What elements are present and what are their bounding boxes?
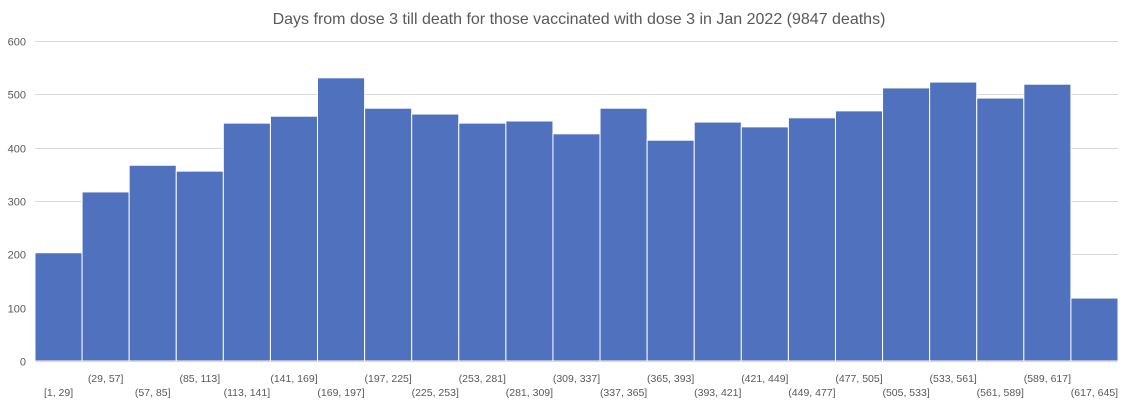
- x-category-label: (113, 141]: [224, 387, 271, 399]
- x-category-label: (589, 617]: [1024, 373, 1071, 385]
- histogram-bar: [175, 170, 224, 362]
- x-category-label: (421, 449]: [741, 373, 788, 385]
- x-category-label: (141, 169]: [270, 373, 317, 385]
- histogram-bar: [34, 252, 83, 362]
- histogram-bar: [740, 126, 789, 362]
- y-tick-label: 300: [8, 197, 26, 209]
- x-category-label: (253, 281]: [459, 373, 506, 385]
- x-category-label: (85, 113]: [179, 373, 220, 385]
- x-category-label: (57, 85]: [135, 387, 171, 399]
- histogram-bar: [269, 115, 319, 362]
- x-category-label: (393, 421]: [694, 387, 741, 399]
- histogram-bar: [364, 107, 413, 362]
- x-category-label: [1, 29]: [44, 387, 73, 399]
- histogram-bar: [976, 97, 1025, 362]
- x-category-label: (309, 337]: [553, 373, 600, 385]
- x-category-label: (449, 477]: [788, 387, 835, 399]
- x-category-label: (533, 561]: [930, 373, 977, 385]
- x-category-label: (617, 645]: [1071, 387, 1118, 399]
- x-category-label: (169, 197]: [317, 387, 364, 399]
- histogram-bar: [411, 113, 460, 362]
- y-tick-label: 400: [8, 144, 26, 156]
- histogram-bar: [81, 191, 130, 362]
- y-tick-label: 600: [8, 37, 26, 49]
- histogram-bar: [317, 77, 366, 362]
- histogram-bar: [929, 81, 978, 362]
- x-category-label: (225, 253]: [412, 387, 459, 399]
- y-tick-label: 100: [8, 304, 26, 316]
- histogram-bar: [693, 121, 742, 362]
- chart-title: Days from dose 3 till death for those va…: [273, 11, 886, 28]
- histogram-bar: [458, 122, 507, 362]
- x-category-label: (365, 393]: [647, 373, 694, 385]
- y-tick-label: 0: [20, 357, 26, 369]
- x-category-label: (561, 589]: [977, 387, 1024, 399]
- x-category-label: (477, 505]: [835, 373, 882, 385]
- y-tick-label: 500: [8, 90, 26, 102]
- histogram-bar: [882, 87, 931, 362]
- histogram-bar: [222, 122, 271, 362]
- histogram-bar: [834, 110, 884, 362]
- histogram-bar: [646, 139, 695, 362]
- histogram-bar: [1070, 297, 1119, 362]
- histogram-bar: [599, 107, 648, 362]
- histogram-bar: [1023, 83, 1072, 362]
- histogram-bar: [552, 133, 601, 362]
- x-category-label: (281, 309]: [506, 387, 553, 399]
- histogram-bar: [505, 120, 554, 362]
- x-category-label: (337, 365]: [600, 387, 647, 399]
- histogram-bar: [128, 164, 177, 362]
- y-tick-label: 200: [8, 250, 26, 262]
- x-category-label: (505, 533]: [882, 387, 929, 399]
- x-category-label: (29, 57]: [88, 373, 124, 385]
- histogram-bar: [787, 117, 836, 362]
- x-category-label: (197, 225]: [365, 373, 412, 385]
